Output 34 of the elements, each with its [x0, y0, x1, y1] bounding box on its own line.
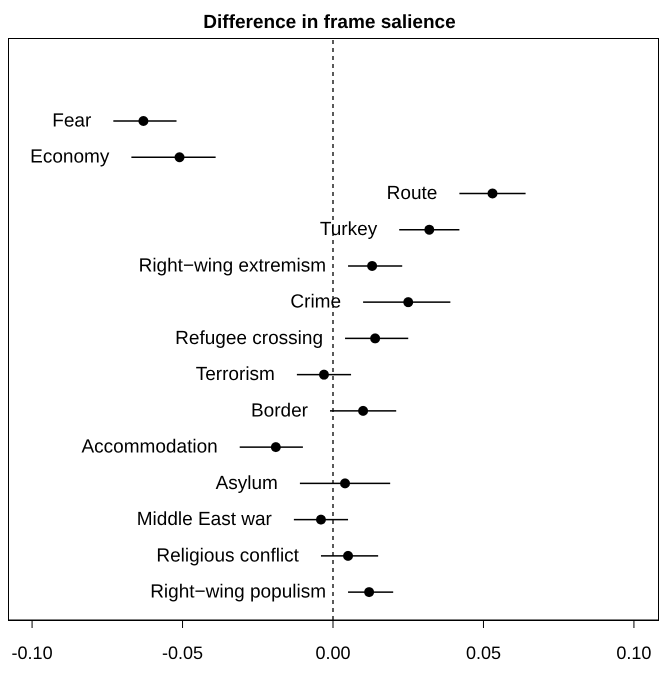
chart-title: Difference in frame salience: [202, 12, 457, 34]
point: [367, 260, 378, 271]
x-tick-label: 0.00: [315, 642, 351, 663]
y-tick-label: Right−wing populism: [150, 582, 326, 603]
y-tick-label: Fear: [52, 110, 92, 132]
y-tick-label: Route: [386, 182, 438, 204]
point: [370, 333, 380, 344]
y-tick-label: Accommodation: [81, 436, 218, 458]
y-tick-label: Religious conflict: [156, 545, 300, 566]
point: [316, 514, 326, 525]
point: [364, 587, 374, 598]
y-tick-label: Terrorism: [196, 364, 275, 386]
y-tick-label: Crime: [290, 292, 342, 313]
point: [403, 297, 414, 308]
point: [487, 188, 498, 198]
x-tick-label: 0.10: [616, 642, 652, 663]
y-tick-label: Turkey: [320, 219, 378, 240]
y-tick-label: Economy: [30, 146, 110, 168]
y-tick-label: Border: [250, 400, 309, 422]
point: [340, 478, 350, 488]
point: [424, 224, 434, 235]
x-tick-label: 0.05: [466, 642, 501, 663]
point: [318, 370, 329, 380]
x-tick-label: -0.10: [12, 642, 53, 663]
point: [358, 406, 368, 416]
x-tick-label: -0.05: [162, 642, 204, 663]
point: [343, 550, 354, 561]
y-tick-label: Refugee crossing: [175, 328, 324, 349]
y-tick-label: Asylum: [216, 472, 278, 494]
y-tick-label: Middle East war: [136, 509, 273, 530]
point: [174, 152, 185, 162]
y-tick-label: Right−wing extremism: [138, 255, 326, 276]
point: [270, 442, 281, 452]
point: [138, 116, 148, 126]
